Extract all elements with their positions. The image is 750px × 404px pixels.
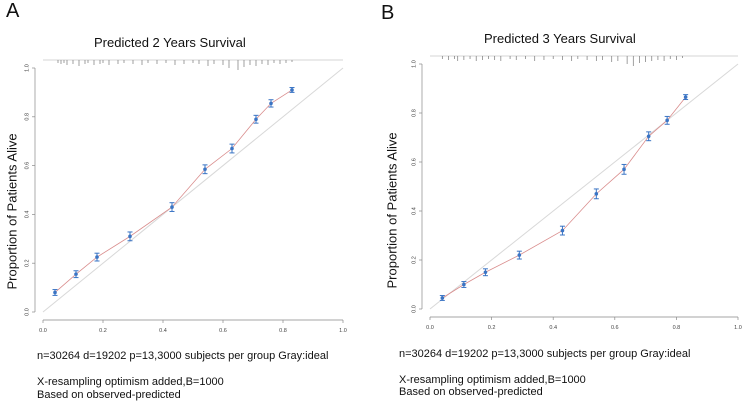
observed-line	[54, 89, 293, 293]
y-tick-label: 0.2	[24, 259, 30, 267]
x-tick-label: 0.6	[219, 328, 227, 334]
y-tick-label: 0.2	[411, 256, 417, 264]
data-point	[269, 101, 273, 106]
calibration-plot: 0.0 0.2 0.4 0.6 0.8 1.0 0.0 0.2 0.4 0.6 0.8 1.0	[411, 55, 742, 331]
panel-b: B Predicted 3 Years Survival Proportion …	[375, 0, 750, 404]
data-point	[665, 118, 669, 123]
data-point	[517, 253, 522, 257]
data-point	[646, 134, 651, 139]
y-tick-label: 0.6	[24, 162, 30, 170]
x-tick-label: 1.0	[339, 328, 347, 334]
x-tick-label: 0.0	[426, 325, 434, 331]
y-tick-label: 0.0	[24, 308, 30, 316]
data-point	[683, 95, 688, 99]
footer-method: Based on observed-predicted	[399, 386, 543, 398]
data-point	[483, 270, 488, 275]
y-tick-label: 0.4	[24, 211, 30, 219]
data-point	[440, 296, 445, 300]
data-point	[560, 228, 565, 233]
data-point	[230, 146, 234, 151]
x-tick-label: 0.2	[488, 325, 496, 331]
panel-letter: B	[381, 2, 395, 24]
panel-a: A Predicted 2 Years Survival Proportion …	[5, 0, 347, 401]
x-tick-label: 0.8	[279, 328, 287, 334]
x-tick-label: 0.8	[673, 325, 681, 331]
data-point	[95, 255, 99, 259]
y-tick-label: 1.0	[411, 60, 417, 68]
ideal-line	[42, 67, 344, 313]
x-tick-label: 0.2	[99, 328, 107, 334]
footer-method: Based on observed-predicted	[37, 389, 181, 401]
panel-letter: A	[6, 0, 20, 22]
x-tick-label: 1.0	[734, 325, 742, 331]
y-tick-label: 0.8	[24, 113, 30, 121]
data-point	[254, 117, 258, 122]
data-point	[128, 234, 132, 239]
data-point	[170, 205, 174, 209]
footer-summary: n=30264 d=19202 p=13,3000 subjects per g…	[37, 350, 329, 362]
y-tick-label: 0.0	[411, 305, 417, 313]
x-tick-label: 0.0	[39, 328, 47, 334]
footer-summary: n=30264 d=19202 p=13,3000 subjects per g…	[399, 348, 691, 360]
calibration-plot: 0.0 0.2 0.4 0.6 0.8 1.0 0.0 0.2 0.4 0.6 0.8 1.0	[24, 59, 347, 334]
x-tick-label: 0.6	[611, 325, 619, 331]
data-point	[462, 282, 466, 287]
chart-title: Predicted 3 Years Survival	[484, 31, 636, 46]
observed-line	[442, 96, 686, 299]
x-tick-label: 0.4	[159, 328, 167, 334]
data-point	[594, 192, 599, 196]
y-tick-label: 0.4	[411, 207, 417, 215]
data-point	[203, 167, 207, 172]
ideal-line	[429, 63, 739, 310]
data-point	[74, 272, 78, 276]
footer-resampling: X-resampling optimism added,B=1000	[37, 376, 224, 388]
y-tick-label: 0.8	[411, 109, 417, 117]
footer-resampling: X-resampling optimism added,B=1000	[399, 374, 586, 386]
data-point	[290, 88, 294, 92]
data-point	[622, 167, 626, 172]
chart-title: Predicted 2 Years Survival	[94, 35, 246, 50]
data-point	[53, 290, 57, 295]
x-tick-label: 0.4	[549, 325, 557, 331]
y-tick-label: 0.6	[411, 158, 417, 166]
y-tick-label: 1.0	[24, 64, 30, 72]
